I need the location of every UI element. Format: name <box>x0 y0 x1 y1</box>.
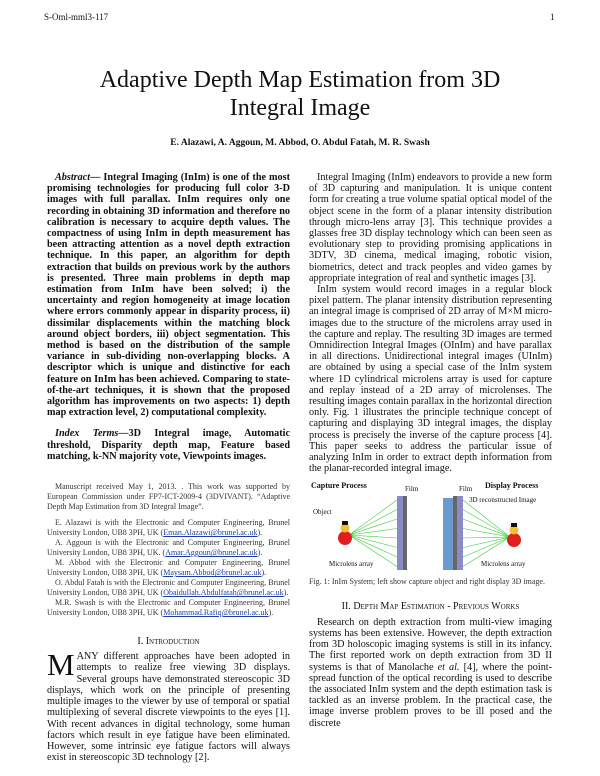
affiliation-text: M. Abbod with the Electronic and Compute… <box>47 558 290 578</box>
light-ray <box>348 535 398 568</box>
figure-1: Capture Process Display Process Film Fil… <box>309 482 552 574</box>
microlens-label: Microlens array <box>481 560 526 569</box>
email-link[interactable]: Amar.Aggoun@brunel.ac.uk <box>165 548 258 558</box>
affiliation-end: ). <box>257 548 263 558</box>
section-number: II. <box>341 601 351 613</box>
film-label: Film <box>405 485 419 494</box>
abstract-label: Abstract <box>55 172 91 183</box>
text: [4], where the point-spread function of … <box>309 661 553 729</box>
affiliation-text: M.R. Swash is with the Electronic and Co… <box>47 598 290 618</box>
paragraph: InIm system would record images in a reg… <box>309 284 553 475</box>
index-terms-text: —3D Integral image, Automatic threshold,… <box>47 428 290 462</box>
text: Research on depth extraction from multi-… <box>309 616 552 673</box>
microlens-array <box>397 496 403 571</box>
light-ray <box>462 519 511 538</box>
section-heading-depth-map: II. Depth Map Estimation - Previous Work… <box>309 601 552 612</box>
section-heading-introduction: I. Introduction <box>47 636 290 647</box>
light-ray <box>462 509 511 538</box>
text-italic: et al. <box>437 661 460 673</box>
footnotes: Manuscript received May 1, 2013. . This … <box>47 482 290 618</box>
microlens-array <box>457 496 463 571</box>
light-rays <box>348 500 511 568</box>
light-ray <box>348 500 398 536</box>
section-title: Introduction <box>145 636 200 648</box>
paragraph: Research on depth extraction from multi-… <box>309 617 552 729</box>
light-ray <box>462 537 511 568</box>
reconstructed-image-label: 3D reconstructed Image <box>469 496 537 505</box>
affiliation-text: A. Aggoun is with the Electronic and Com… <box>47 538 290 558</box>
introduction-section: I. Introduction M ANY different approache… <box>47 636 290 763</box>
footnote-affiliation: M. Abbod with the Electronic and Compute… <box>47 558 290 578</box>
film <box>453 496 457 571</box>
abstract-text: — Integral Imaging (InIm) is one of the … <box>47 172 290 419</box>
authors: E. Alazawi, A. Aggoun, M. Abbod, O. Abdu… <box>170 138 430 148</box>
footnote-affiliation: A. Aggoun is with the Electronic and Com… <box>47 538 290 558</box>
footnote-affiliation: M.R. Swash is with the Electronic and Co… <box>47 598 290 618</box>
index-terms-label: Index Terms <box>55 428 119 440</box>
affiliation-end: ). <box>257 528 263 538</box>
abstract: Abstract— Integral Imaging (InIm) is one… <box>47 172 290 418</box>
right-column: Integral Imaging (InIm) endeavors to pro… <box>309 172 552 729</box>
section-2: II. Depth Map Estimation - Previous Work… <box>309 601 552 728</box>
light-ray <box>462 500 511 538</box>
integral-imaging-diagram <box>338 496 521 571</box>
title-line-1: Adaptive Depth Map Estimation from 3D <box>99 67 501 93</box>
object-snowman <box>338 521 352 546</box>
film <box>403 496 407 571</box>
light-ray <box>348 535 398 539</box>
left-column: Abstract— Integral Imaging (InIm) is one… <box>47 172 290 763</box>
intro-text: ANY different approaches have been adopt… <box>47 651 290 764</box>
reconstructed-snowman <box>507 523 521 548</box>
light-ray <box>348 528 398 536</box>
paragraph: Integral Imaging (InIm) endeavors to pro… <box>309 172 552 284</box>
capture-process-label: Capture Process <box>311 481 367 491</box>
affiliation-text: E. Alazawi is with the Electronic and Co… <box>47 518 290 538</box>
drop-cap: M <box>47 647 75 683</box>
light-ray <box>462 528 511 538</box>
email-link[interactable]: Maysam.Abbod@brunel.ac.uk <box>163 568 262 578</box>
figure-caption: Fig. 1: InIm System; left show capture o… <box>309 577 545 587</box>
light-ray <box>348 509 398 536</box>
index-terms: Index Terms—3D Integral image, Automatic… <box>47 428 290 462</box>
email-link[interactable]: Eman.Alazawi@brunel.ac.uk <box>163 528 258 538</box>
backlight <box>443 498 453 571</box>
light-ray <box>462 537 511 549</box>
light-ray <box>462 537 511 539</box>
light-ray <box>462 537 511 558</box>
footnote-manuscript: Manuscript received May 1, 2013. . This … <box>47 482 290 512</box>
footnote-affiliation: O. Abdul Fatah is with the Electronic an… <box>47 578 290 598</box>
affiliation-end: ). <box>283 588 289 598</box>
paper-title: Adaptive Depth Map Estimation from 3D In… <box>0 66 600 122</box>
affiliation-text: O. Abdul Fatah is with the Electronic an… <box>47 578 290 598</box>
affiliation-end: ). <box>268 608 274 618</box>
light-ray <box>348 519 398 536</box>
page-number: 1 <box>550 12 555 22</box>
section-title: Depth Map Estimation - Previous Works <box>353 601 520 613</box>
email-link[interactable]: Mohammad.Rafiq@brunel.ac.uk <box>163 608 269 618</box>
affiliation-end: ). <box>261 568 267 578</box>
film-label: Film <box>459 485 473 494</box>
light-ray <box>348 535 398 549</box>
footnote-affiliation: E. Alazawi is with the Electronic and Co… <box>47 518 290 538</box>
intro-paragraph: M ANY different approaches have been adop… <box>47 647 290 764</box>
running-header: S-Oml-mml3-117 <box>44 12 109 22</box>
object-label: Object <box>313 508 332 517</box>
display-process-label: Display Process <box>485 481 539 491</box>
section-number: I. <box>137 636 144 648</box>
microlens-label: Microlens array <box>329 560 374 569</box>
light-ray <box>348 535 398 558</box>
email-link[interactable]: Obaidullah.Abdulfatah@brunel.ac.uk <box>163 588 284 598</box>
title-line-2: Integral Image <box>229 95 371 121</box>
